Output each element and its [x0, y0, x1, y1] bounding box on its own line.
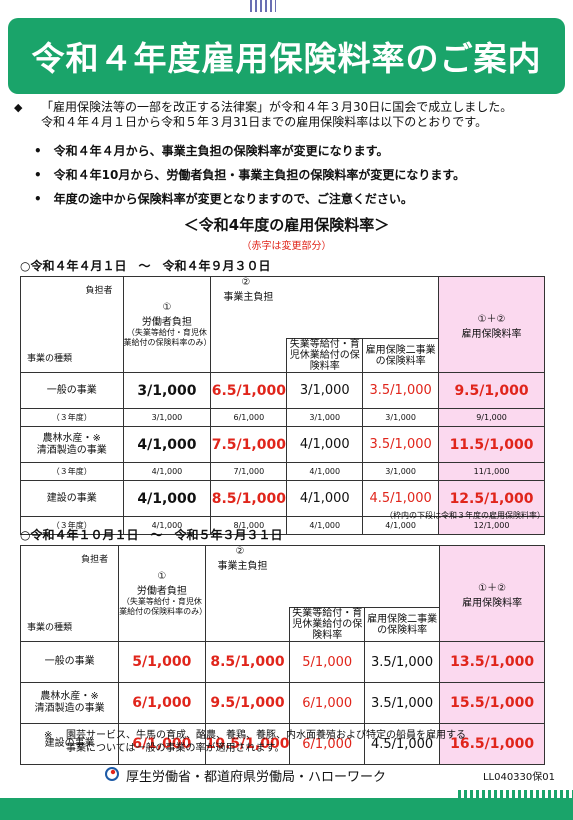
ministry-logo-icon — [105, 767, 119, 781]
intro-line-2: 令和４年４月１日から令和５年３月31日までの雇用保険料率は以下のとおりです。 — [41, 115, 488, 129]
unemp-header: 失業等給付・育児休業給付の保険料率 — [289, 607, 365, 642]
title-banner: 令和４年度雇用保険料率のご案内 — [8, 18, 565, 94]
bottom-stripe — [458, 790, 573, 798]
employer-header: ② 事業主負担 — [204, 545, 441, 608]
business-type-header: 事業の種類 — [27, 354, 73, 364]
two-biz-header: 雇用保険二事業の保険料率 — [362, 338, 440, 373]
table-sub-row: （３年度） 4/1,000 7/1,000 4/1,000 3/1,000 11… — [20, 462, 545, 481]
intro-line-1: 「雇用保険法等の一部を改正する法律案」が令和４年３月30日に国会で成立しました。 — [41, 100, 513, 114]
table-sub-row: （３年度） 3/1,000 6/1,000 3/1,000 3/1,000 9/… — [20, 408, 545, 427]
intro: ◆ 「雇用保険法等の一部を改正する法律案」が令和４年３月30日に国会で成立しまし… — [14, 100, 562, 130]
rate-table-2: 負担者 事業の種類 ① 労働者負担 （失業等給付・育児休業給付の保険料率のみ） … — [19, 545, 545, 765]
footnote-mark: ※ — [44, 730, 53, 741]
period-label-2: ○令和４年１０月１日 ～ 令和５年３月３１日 — [20, 528, 283, 542]
table-note: （枠内の下段は令和３年度の雇用保険料率） — [385, 511, 545, 520]
table-row: 一般の事業 3/1,000 6.5/1,000 3/1,000 3.5/1,00… — [20, 372, 545, 409]
category-cell: 建設の事業 — [20, 480, 124, 517]
diamond-icon: ◆ — [14, 101, 23, 114]
period-label-1: ○令和４年４月１日 ～ 令和４年９月３０日 — [20, 259, 271, 273]
business-type-header: 事業の種類 — [27, 623, 73, 633]
page-title: 令和４年度雇用保険料率のご案内 — [31, 39, 542, 78]
bullet-item: 令和４年10月から、労働者負担・事業主負担の保険料率が変更になります。 — [34, 163, 466, 187]
two-biz-header: 雇用保険二事業の保険料率 — [363, 607, 441, 642]
table-row: 農林水産・※ 清酒製造の事業 6/1,000 9.5/1,000 6/1,000… — [19, 682, 545, 724]
category-cell: 農林水産・※ 清酒製造の事業 — [19, 682, 120, 724]
category-cell: 農林水産・※ 清酒製造の事業 — [20, 426, 124, 463]
bottom-decoration — [0, 790, 573, 820]
payer-header: 負担者 — [81, 555, 109, 565]
category-cell: 一般の事業 — [20, 372, 124, 409]
footer: 厚生労働省・都道府県労働局・ハローワーク LL040330保01 — [0, 764, 573, 785]
document-code: LL040330保01 — [482, 772, 555, 783]
section-title: ＜令和4年度の雇用保険料率＞ — [183, 216, 390, 234]
category-cell: 一般の事業 — [19, 641, 120, 683]
footnote-line-1: 園芸サービス、牛馬の育成、酪農、養鶏、養豚、内水面養殖および特定の船員を雇用する — [66, 730, 466, 741]
bullet-list: 令和４年４月から、事業主負担の保険料率が変更になります。 令和４年10月から、労… — [34, 139, 466, 211]
footnote-line-2: 事業については一般の事業の率が適用されます。 — [66, 743, 285, 754]
header-diagonal: 負担者 事業の種類 — [20, 276, 124, 373]
worker-header: ① 労働者負担 （失業等給付・育児休業給付の保険料率のみ） — [122, 276, 212, 373]
unemp-header: 失業等給付・育児休業給付の保険料率 — [286, 338, 364, 373]
total-header: ①＋② 雇用保険料率 — [439, 545, 545, 642]
bullet-item: 年度の途中から保険料率が変更となりますので、ご注意ください。 — [34, 187, 465, 211]
table-row: 建設の事業 6/1,000 10.5/1,000 6/1,000 4.5/1,0… — [19, 723, 545, 765]
total-header: ①＋② 雇用保険料率 — [438, 276, 545, 373]
top-decoration — [0, 0, 573, 14]
section-subtitle: （赤字は変更部分） — [241, 241, 332, 252]
bullet-item: 令和４年４月から、事業主負担の保険料率が変更になります。 — [34, 139, 465, 163]
table-row: 農林水産・※ 清酒製造の事業 4/1,000 7.5/1,000 4/1,000… — [20, 426, 545, 463]
worker-header: ① 労働者負担 （失業等給付・育児休業給付の保険料率のみ） — [118, 545, 207, 642]
employer-header: ② 事業主負担 — [210, 276, 440, 339]
table-sub-row: （３年度） 4/1,000 8/1,000 4/1,000 4/1,000 12… — [20, 516, 545, 535]
ministry-name: 厚生労働省・都道府県労働局・ハローワーク — [126, 770, 387, 785]
footnote: ※ 園芸サービス、牛馬の育成、酪農、養鶏、養豚、内水面養殖および特定の船員を雇用… — [44, 729, 544, 755]
header-diagonal: 負担者 事業の種類 — [19, 545, 120, 642]
rate-table-1: 負担者 事業の種類 ① 労働者負担 （失業等給付・育児休業給付の保険料率のみ） … — [20, 276, 545, 535]
table-row: 一般の事業 5/1,000 8.5/1,000 5/1,000 3.5/1,00… — [19, 641, 545, 683]
payer-header: 負担者 — [85, 286, 113, 296]
top-stripe — [250, 0, 276, 12]
table-row: 建設の事業 4/1,000 8.5/1,000 4/1,000 4.5/1,00… — [20, 480, 545, 517]
